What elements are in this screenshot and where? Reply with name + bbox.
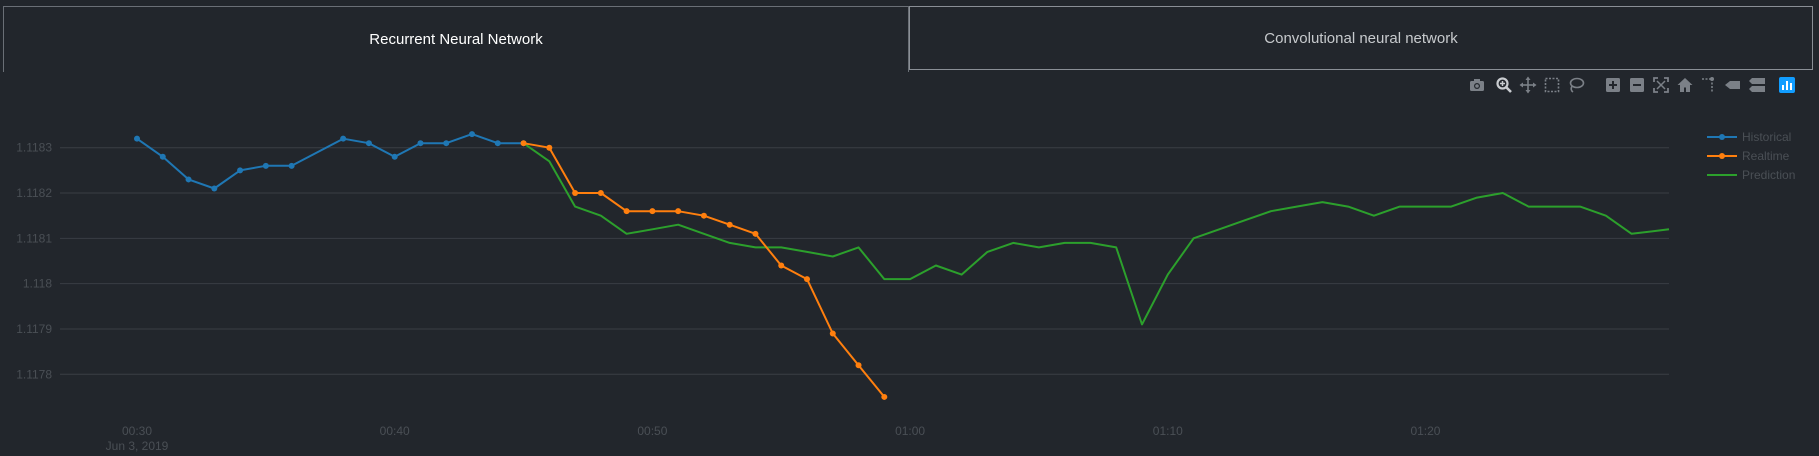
autoscale-icon[interactable]	[1652, 76, 1672, 96]
data-point-historical[interactable]	[211, 185, 218, 192]
data-point-historical[interactable]	[134, 135, 140, 142]
data-point-realtime[interactable]	[520, 140, 527, 147]
tab-label: Recurrent Neural Network	[369, 31, 543, 48]
data-point-historical[interactable]	[469, 131, 476, 138]
zoom-in-icon[interactable]	[1604, 76, 1624, 96]
x-tick-label: 00:30	[122, 424, 152, 438]
series-line-historical[interactable]	[136, 133, 524, 190]
data-point-realtime[interactable]	[700, 212, 707, 219]
x-tick-label: 01:20	[1410, 424, 1440, 438]
series-line-realtime[interactable]	[523, 142, 886, 398]
zoom-icon[interactable]	[1495, 76, 1515, 96]
data-point-realtime[interactable]	[778, 262, 785, 269]
data-point-realtime[interactable]	[881, 393, 888, 400]
legend-item-realtime[interactable]: Realtime	[1707, 149, 1790, 163]
data-point-historical[interactable]	[340, 135, 347, 142]
data-point-realtime[interactable]	[855, 362, 862, 369]
x-date-label: Jun 3, 2019	[106, 439, 169, 453]
tab-convolutional-neural-network[interactable]: Convolutional neural network	[909, 6, 1813, 70]
x-tick-label: 00:50	[637, 424, 667, 438]
x-tick-label: 01:00	[895, 424, 925, 438]
series-prediction[interactable]	[522, 142, 1670, 326]
y-tick-label: 1.1179	[16, 322, 52, 336]
data-point-realtime[interactable]	[649, 208, 656, 215]
reset-axes-icon[interactable]	[1676, 76, 1696, 96]
data-point-historical[interactable]	[365, 140, 372, 147]
spike-lines-icon[interactable]	[1700, 76, 1720, 96]
data-point-historical[interactable]	[417, 140, 424, 147]
y-tick-label: 1.118	[23, 277, 52, 291]
data-point-historical[interactable]	[237, 167, 244, 174]
data-point-realtime[interactable]	[546, 144, 553, 151]
data-point-historical[interactable]	[288, 162, 295, 169]
y-tick-label: 1.1178	[16, 367, 52, 381]
legend-marker	[1719, 134, 1725, 140]
data-point-realtime[interactable]	[675, 208, 682, 215]
legend-item-historical[interactable]: Historical	[1707, 130, 1791, 144]
legend[interactable]: Historical Realtime Prediction	[1707, 130, 1795, 182]
series-historical[interactable]	[134, 131, 527, 192]
legend-item-prediction[interactable]: Prediction	[1707, 168, 1795, 182]
data-point-realtime[interactable]	[572, 190, 579, 197]
tab-recurrent-neural-network[interactable]: Recurrent Neural Network	[3, 6, 909, 72]
data-point-historical[interactable]	[262, 162, 269, 169]
y-tick-label: 1.1183	[16, 141, 52, 155]
data-point-realtime[interactable]	[804, 276, 811, 283]
x-axis: 00:30 00:40 00:50 01:00 01:10 01:20 Jun 3, 201…	[106, 424, 1441, 453]
data-point-historical[interactable]	[443, 140, 450, 147]
data-point-realtime[interactable]	[623, 208, 630, 215]
hover-closest-icon[interactable]	[1724, 76, 1744, 96]
y-tick-label: 1.1181	[16, 231, 52, 245]
series-line-prediction[interactable]	[522, 142, 1670, 326]
data-point-realtime[interactable]	[752, 230, 759, 237]
plot-area[interactable]	[134, 131, 1670, 400]
legend-marker	[1719, 153, 1725, 159]
tab-bar: Recurrent Neural Network Convolutional n…	[3, 6, 1813, 72]
data-point-historical[interactable]	[185, 176, 192, 183]
hover-compare-icon[interactable]	[1748, 76, 1768, 96]
pan-icon[interactable]	[1519, 76, 1539, 96]
data-point-realtime[interactable]	[597, 190, 604, 197]
legend-label: Prediction	[1742, 168, 1795, 182]
lasso-select-icon[interactable]	[1567, 76, 1587, 96]
data-point-historical[interactable]	[494, 140, 501, 147]
zoom-out-icon[interactable]	[1628, 76, 1648, 96]
plotly-logo-icon[interactable]	[1778, 76, 1798, 96]
y-axis: 1.1183 1.1182 1.1181 1.118 1.1179 1.1178	[16, 141, 52, 382]
legend-label: Historical	[1742, 130, 1791, 144]
tab-label: Convolutional neural network	[1264, 29, 1458, 47]
camera-icon[interactable]	[1468, 76, 1488, 96]
x-tick-label: 00:40	[380, 424, 410, 438]
grid-lines	[60, 147, 1669, 375]
data-point-realtime[interactable]	[726, 221, 733, 228]
y-tick-label: 1.1182	[16, 186, 52, 200]
data-point-historical[interactable]	[391, 153, 398, 160]
box-select-icon[interactable]	[1543, 76, 1563, 96]
data-point-historical[interactable]	[159, 153, 166, 160]
data-point-realtime[interactable]	[829, 330, 836, 337]
x-tick-label: 01:10	[1153, 424, 1183, 438]
series-realtime[interactable]	[520, 140, 888, 400]
legend-label: Realtime	[1742, 149, 1790, 163]
